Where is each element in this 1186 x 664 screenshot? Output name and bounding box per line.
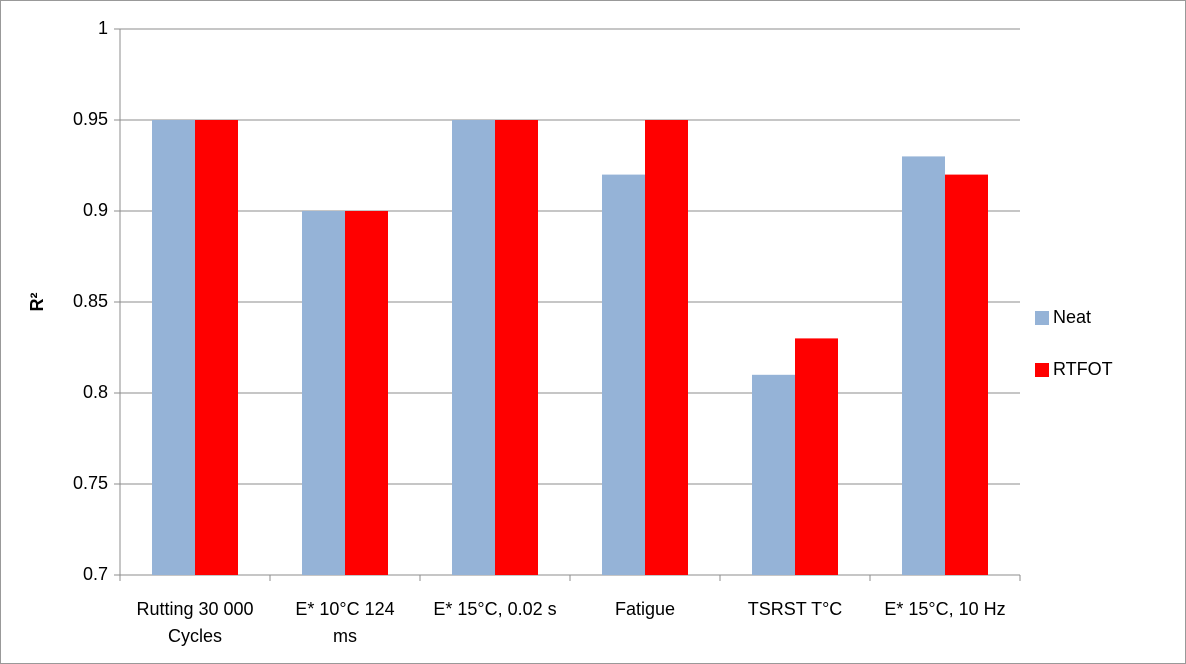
y-tick-label: 0.7	[83, 564, 108, 584]
bar	[302, 211, 345, 575]
y-axis-title: R²	[27, 293, 47, 312]
bar	[795, 338, 838, 575]
bar	[945, 174, 988, 575]
bar	[645, 120, 688, 575]
bar	[902, 156, 945, 575]
bar	[152, 120, 195, 575]
legend-swatch	[1035, 311, 1049, 325]
legend-label: RTFOT	[1053, 359, 1113, 379]
y-tick-label: 0.95	[73, 109, 108, 129]
x-tick-label: Fatigue	[614, 599, 676, 619]
bar	[195, 120, 238, 575]
y-tick-label: 0.75	[73, 473, 108, 493]
y-tick-label: 0.9	[83, 200, 108, 220]
x-tick-label: TSRST T°C	[747, 599, 843, 619]
y-tick-label: 0.8	[83, 382, 108, 402]
bar	[345, 211, 388, 575]
bar	[602, 174, 645, 575]
x-tick-label: E* 15°C, 10 Hz	[884, 599, 1006, 619]
bar	[495, 120, 538, 575]
x-tick-label: Rutting 30 000 Cycles	[136, 599, 254, 646]
legend-label: Neat	[1053, 307, 1091, 327]
x-tick-label: E* 15°C, 0.02 s	[433, 599, 557, 619]
bar	[752, 374, 795, 575]
y-tick-label: 0.85	[73, 291, 108, 311]
legend-swatch	[1035, 363, 1049, 377]
bar	[452, 120, 495, 575]
x-tick-label: E* 10°C 124 ms	[295, 599, 395, 646]
y-tick-label: 1	[98, 18, 108, 38]
